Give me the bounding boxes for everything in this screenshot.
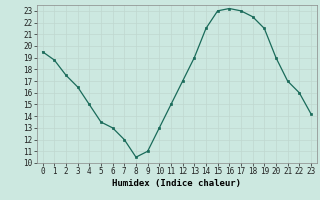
X-axis label: Humidex (Indice chaleur): Humidex (Indice chaleur) xyxy=(112,179,241,188)
